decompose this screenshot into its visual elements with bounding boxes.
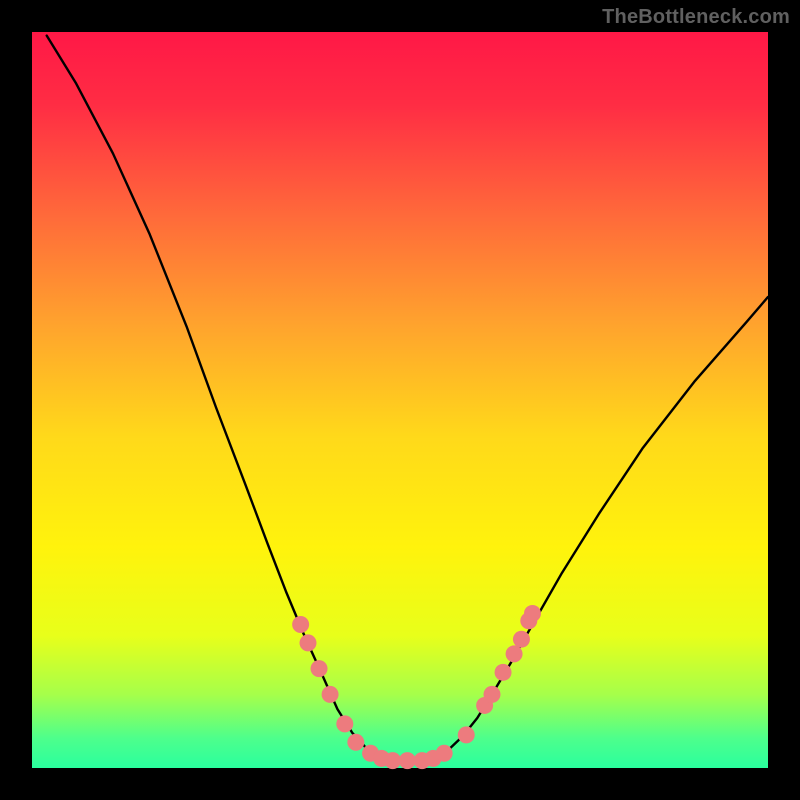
curve-marker bbox=[300, 634, 317, 651]
curve-marker bbox=[384, 752, 401, 769]
curve-marker bbox=[524, 605, 541, 622]
watermark-text: TheBottleneck.com bbox=[602, 6, 790, 29]
curve-marker bbox=[311, 660, 328, 677]
curve-marker bbox=[458, 726, 475, 743]
chart-container: TheBottleneck.com bbox=[0, 0, 800, 800]
curve-marker bbox=[336, 715, 353, 732]
curve-marker bbox=[436, 745, 453, 762]
curve-marker bbox=[484, 686, 501, 703]
curve-marker bbox=[495, 664, 512, 681]
curve-marker bbox=[506, 645, 523, 662]
bottleneck-curve-chart bbox=[0, 0, 800, 800]
plot-background-gradient bbox=[32, 32, 768, 768]
curve-marker bbox=[399, 752, 416, 769]
curve-marker bbox=[292, 616, 309, 633]
curve-marker bbox=[347, 734, 364, 751]
curve-marker bbox=[513, 631, 530, 648]
curve-marker bbox=[322, 686, 339, 703]
